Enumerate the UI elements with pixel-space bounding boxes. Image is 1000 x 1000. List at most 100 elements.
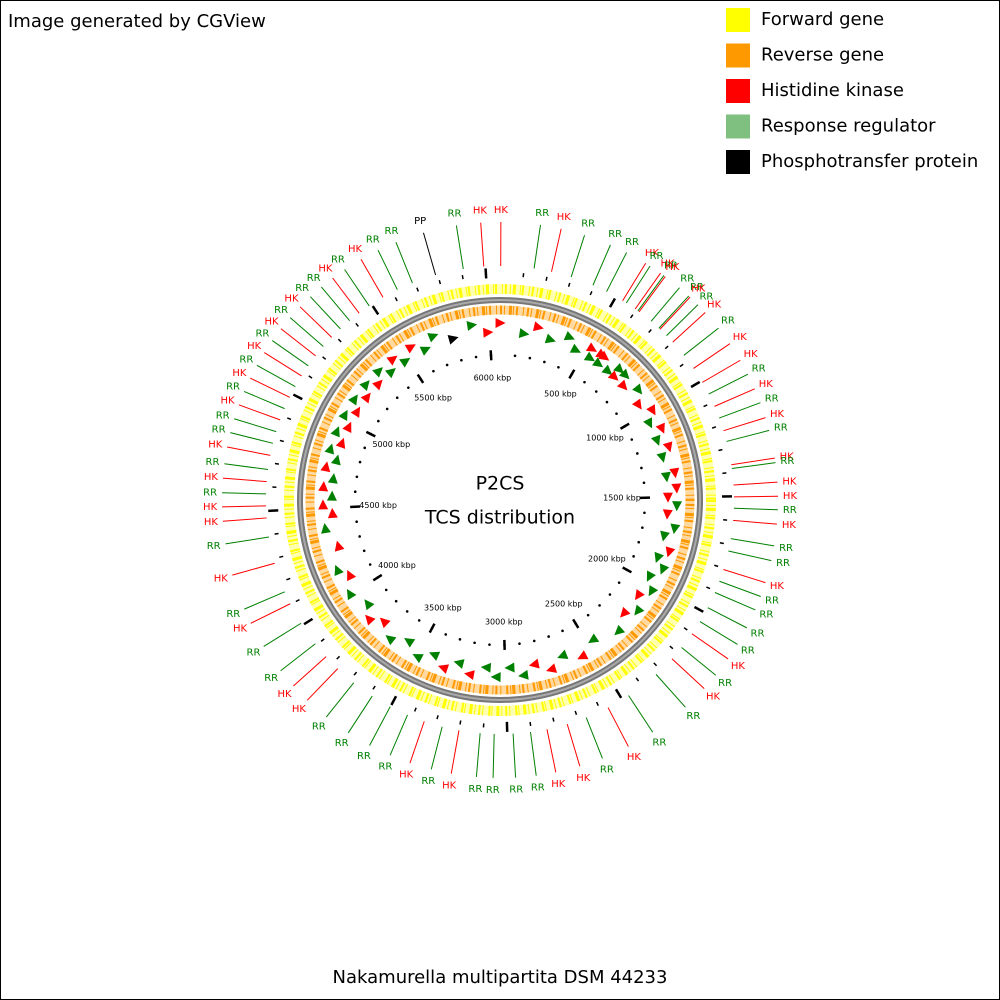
minor-tick — [641, 526, 644, 529]
label-line — [628, 695, 654, 733]
label-line — [310, 296, 341, 330]
outer-minor-tick — [394, 297, 398, 302]
label-line — [475, 733, 481, 778]
feature-label: HK — [665, 262, 680, 273]
label-line — [733, 481, 778, 486]
outer-minor-tick — [355, 322, 359, 327]
label-line — [566, 723, 581, 767]
tick-label: 4000 kbp — [378, 561, 416, 570]
label-line — [344, 269, 370, 307]
tick-label: 2500 kbp — [545, 600, 583, 609]
feature-label: RR — [247, 648, 261, 659]
feature-label: RR — [531, 783, 545, 794]
tick-label: 3500 kbp — [424, 603, 462, 612]
outer-minor-tick — [286, 577, 291, 581]
feature-label: HK — [277, 689, 292, 700]
feature-label: RR — [664, 261, 678, 272]
backbone-highlight — [299, 299, 701, 701]
feature-label: HK — [203, 502, 218, 513]
feature-marker — [532, 321, 544, 332]
reverse-genes — [305, 305, 695, 695]
major-tick — [568, 369, 576, 380]
feature-marker — [563, 330, 575, 341]
feature-marker — [671, 483, 682, 494]
feature-label: RR — [216, 410, 230, 421]
center-title: P2CS — [476, 473, 525, 495]
label-line — [699, 621, 738, 645]
feature-marker — [528, 658, 540, 669]
minor-tick — [598, 604, 601, 607]
minor-tick — [458, 638, 462, 641]
label-line — [650, 287, 680, 322]
minor-tick — [615, 412, 618, 415]
feature-marker — [613, 363, 624, 374]
label-line — [222, 492, 267, 495]
feature-label: HK — [706, 692, 721, 703]
tick-label: 3000 kbp — [485, 617, 523, 626]
feature-label: RR — [421, 776, 435, 787]
feature-label: HK — [348, 244, 363, 255]
feature-marker — [327, 473, 338, 484]
feature-label: RR — [625, 237, 639, 248]
outer-minor-tick — [718, 448, 723, 452]
feature-marker — [616, 379, 628, 391]
outer-minor-tick — [711, 426, 717, 429]
feature-marker — [634, 589, 645, 601]
label-line — [659, 296, 691, 330]
feature-marker — [650, 434, 661, 446]
feature-label: RR — [765, 596, 779, 607]
feature-marker — [672, 501, 683, 512]
outer-minor-tick — [295, 599, 300, 603]
feature-marker — [495, 317, 506, 328]
label-line — [592, 244, 611, 286]
legend-swatch — [726, 8, 750, 32]
label-line — [634, 272, 662, 310]
label-line — [422, 232, 437, 276]
major-tick — [416, 373, 425, 384]
label-line — [249, 377, 290, 398]
minor-tick — [363, 446, 367, 450]
outer-minor-tick — [589, 291, 593, 296]
outer-minor-tick — [436, 715, 439, 720]
label-line — [289, 317, 324, 347]
major-tick — [365, 430, 376, 438]
feature-marker — [447, 335, 459, 345]
label-line — [347, 695, 373, 734]
feature-label: PP — [414, 216, 426, 227]
feature-label: RR — [239, 354, 253, 365]
feature-label: RR — [690, 282, 704, 293]
label-line — [233, 418, 277, 433]
minor-tick — [642, 481, 646, 485]
feature-label: RR — [751, 628, 765, 639]
feature-label: RR — [776, 558, 790, 569]
outer-minor-tick — [719, 541, 724, 545]
feature-marker — [662, 509, 673, 520]
legend-swatch — [726, 43, 750, 68]
feature-label: HK — [759, 379, 774, 390]
minor-tick — [355, 520, 358, 524]
feature-marker — [327, 507, 338, 519]
minor-tick — [362, 549, 366, 553]
tick-label: 1000 kbp — [586, 433, 624, 442]
feature-label: RR — [686, 711, 700, 722]
label-line — [232, 562, 275, 576]
feature-label: HK — [744, 349, 759, 360]
label-line — [723, 569, 766, 584]
feature-label: RR — [486, 785, 500, 796]
label-line — [714, 388, 755, 407]
feature-label: RR — [206, 457, 220, 468]
label-line — [360, 258, 384, 298]
feature-marker — [428, 651, 441, 661]
outer-minor-tick — [274, 462, 280, 465]
forward-genes — [284, 284, 716, 716]
label-line — [637, 275, 665, 312]
minor-tick — [353, 490, 357, 494]
feature-marker — [346, 588, 357, 601]
outer-minor-tick — [274, 532, 279, 535]
feature-marker — [518, 669, 529, 680]
feature-label: HK — [208, 440, 223, 451]
outer-minor-tick — [320, 638, 325, 642]
feature-label: HK — [204, 472, 219, 483]
outer-minor-tick — [413, 707, 417, 712]
